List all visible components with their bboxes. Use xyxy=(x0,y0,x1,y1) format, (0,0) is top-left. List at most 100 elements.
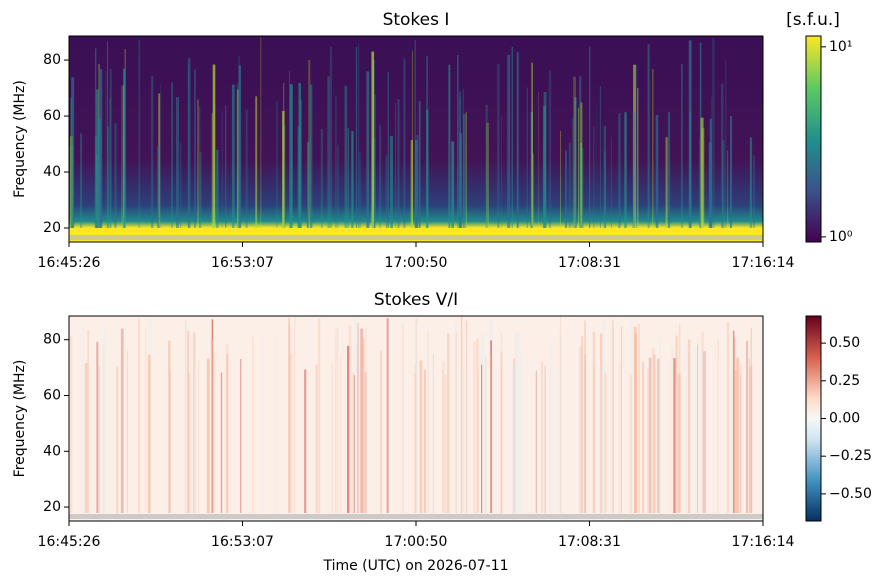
texture-streak xyxy=(289,84,293,230)
texture-streak xyxy=(667,112,671,230)
texture-streak xyxy=(109,68,112,230)
texture-streak xyxy=(291,333,292,513)
texture-streak xyxy=(444,374,448,513)
colorbar xyxy=(805,315,822,522)
texture-streak xyxy=(671,347,673,513)
texture-streak xyxy=(655,115,659,230)
texture-streak xyxy=(147,354,151,513)
texture-streak xyxy=(513,358,516,513)
texture-streak xyxy=(721,140,725,230)
texture-streak xyxy=(593,126,595,230)
texture-streak xyxy=(236,83,239,231)
x-tick-label: 16:53:07 xyxy=(211,255,274,271)
texture-streak xyxy=(602,320,605,513)
texture-streak xyxy=(120,328,124,513)
texture-streak xyxy=(619,363,621,513)
texture-streak xyxy=(423,369,427,513)
texture-streak xyxy=(212,351,215,513)
texture-streak xyxy=(535,370,537,513)
texture-streak xyxy=(749,137,753,230)
texture-streak xyxy=(512,366,514,513)
texture-streak xyxy=(699,138,701,230)
panel-title: Stokes I xyxy=(383,10,450,30)
texture-streak xyxy=(511,46,513,230)
texture-streak xyxy=(288,325,291,513)
texture-streak xyxy=(138,318,140,513)
texture-streak xyxy=(344,86,348,230)
texture-streak xyxy=(460,316,463,513)
texture-streak xyxy=(389,135,393,230)
texture-streak xyxy=(194,69,197,230)
texture-streak xyxy=(514,332,518,513)
texture-streak xyxy=(612,327,614,513)
x-tick-label: 17:08:31 xyxy=(558,534,621,550)
texture-streak xyxy=(252,336,254,513)
texture-band xyxy=(69,235,763,240)
texture-streak xyxy=(632,111,636,230)
texture-streak xyxy=(442,360,445,513)
texture-streak xyxy=(365,327,367,513)
texture-streak xyxy=(462,368,466,513)
texture-streak xyxy=(580,335,584,513)
texture-streak xyxy=(634,339,636,513)
texture-streak xyxy=(630,316,633,513)
texture-streak xyxy=(490,340,492,513)
texture-streak xyxy=(304,369,307,513)
texture-streak xyxy=(282,110,285,230)
texture-streak xyxy=(642,361,645,513)
texture-streak xyxy=(500,367,502,513)
texture-streak xyxy=(573,76,576,230)
texture-streak xyxy=(477,369,479,513)
texture-streak xyxy=(475,338,479,513)
texture-streak xyxy=(730,367,732,513)
texture-streak xyxy=(592,332,596,513)
texture-streak xyxy=(700,117,704,230)
y-axis-label: Frequency (MHz) xyxy=(12,80,28,198)
texture-streak xyxy=(463,113,466,230)
texture-streak xyxy=(611,319,614,513)
texture-streak xyxy=(415,322,418,513)
texture-streak xyxy=(199,106,201,230)
texture-streak xyxy=(633,64,636,230)
x-tick-label: 16:45:26 xyxy=(38,255,101,271)
texture-streak xyxy=(315,364,318,513)
texture-streak xyxy=(748,358,750,513)
texture-streak xyxy=(451,141,455,230)
texture-streak xyxy=(584,320,586,513)
texture-streak xyxy=(255,96,258,231)
texture-streak xyxy=(565,150,568,230)
texture-streak xyxy=(736,357,740,513)
texture-streak xyxy=(516,52,519,231)
texture-streak xyxy=(717,340,719,513)
texture-streak xyxy=(456,54,459,231)
texture-streak xyxy=(447,333,450,513)
texture-streak xyxy=(582,365,586,513)
texture-streak xyxy=(337,144,339,230)
texture-streak xyxy=(123,68,126,230)
texture-streak xyxy=(681,64,683,230)
texture-streak xyxy=(391,154,393,230)
texture-streak xyxy=(599,333,603,513)
texture-streak xyxy=(211,113,214,230)
texture-streak xyxy=(335,95,337,230)
texture-streak xyxy=(647,368,649,513)
texture-streak xyxy=(194,371,197,513)
texture-streak xyxy=(69,146,71,230)
texture-streak xyxy=(364,372,367,513)
colorbar-label: [s.f.u.] xyxy=(786,10,840,30)
texture-streak xyxy=(500,331,503,513)
texture-streak xyxy=(685,343,687,513)
texture-streak xyxy=(197,99,199,231)
texture-streak xyxy=(96,341,99,513)
texture-streak xyxy=(402,324,404,513)
texture-streak xyxy=(358,43,360,230)
texture-streak xyxy=(356,345,359,513)
texture-streak xyxy=(665,137,668,230)
texture-streak xyxy=(520,350,523,513)
texture-streak xyxy=(371,51,375,230)
texture-streak xyxy=(687,339,691,513)
texture-streak xyxy=(501,114,502,230)
texture-streak xyxy=(727,150,729,230)
texture-streak xyxy=(419,360,423,513)
